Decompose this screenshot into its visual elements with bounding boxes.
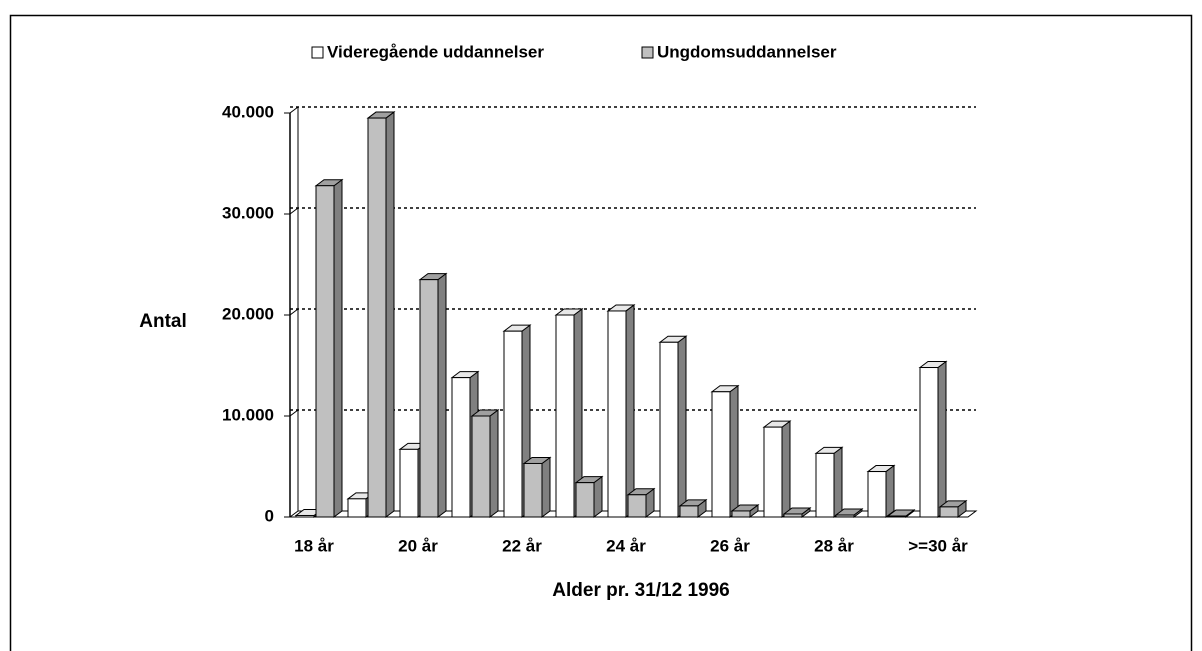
y-tick-label: 40.000 bbox=[222, 102, 274, 121]
bar-side bbox=[437, 272, 447, 518]
bar bbox=[574, 475, 604, 518]
bar-front bbox=[783, 513, 803, 518]
bar-front bbox=[763, 426, 783, 518]
legend-swatch bbox=[641, 46, 654, 59]
bar-front bbox=[399, 448, 419, 518]
bar-front bbox=[939, 506, 959, 518]
depth-line bbox=[289, 308, 299, 316]
y-axis-title: Antal bbox=[139, 311, 187, 332]
x-tick-label: 18 år bbox=[294, 536, 334, 555]
bar-front bbox=[523, 462, 543, 518]
bar-front bbox=[867, 471, 887, 518]
depth-line bbox=[289, 409, 299, 417]
x-axis-title: Alder pr. 31/12 1996 bbox=[552, 580, 729, 601]
bar bbox=[762, 420, 792, 518]
bar-front bbox=[627, 494, 647, 518]
bar-front bbox=[815, 452, 835, 518]
bar-side bbox=[593, 475, 603, 518]
bar bbox=[658, 335, 688, 518]
bar bbox=[834, 507, 864, 518]
bar bbox=[814, 446, 844, 518]
bar-front bbox=[659, 341, 679, 518]
bar bbox=[710, 384, 740, 518]
bar-side bbox=[729, 384, 739, 518]
bar-front bbox=[575, 482, 595, 518]
x-tick-label: 26 år bbox=[710, 536, 750, 555]
bar bbox=[678, 498, 708, 518]
bar-front bbox=[555, 314, 575, 518]
bar bbox=[314, 178, 344, 518]
bar bbox=[918, 360, 948, 518]
y-tick-label: 10.000 bbox=[222, 405, 274, 424]
bar-front bbox=[315, 185, 335, 518]
y-tick-label: 30.000 bbox=[222, 203, 274, 222]
bar-front bbox=[607, 310, 627, 518]
y-tick-label: 0 bbox=[265, 506, 274, 525]
bar-front bbox=[887, 515, 907, 518]
bar bbox=[418, 272, 448, 518]
bar bbox=[606, 303, 636, 518]
bar-side bbox=[781, 420, 791, 518]
bar-side bbox=[385, 111, 395, 518]
bar-front bbox=[503, 330, 523, 518]
bar bbox=[366, 111, 396, 518]
bar-side bbox=[937, 360, 947, 518]
legend-label: Videregående uddannelser bbox=[327, 42, 544, 61]
x-tick-label: 20 år bbox=[398, 536, 438, 555]
depth-line bbox=[289, 207, 299, 215]
depth-line bbox=[289, 106, 299, 114]
bar bbox=[938, 499, 968, 518]
bar-side bbox=[489, 409, 499, 518]
bar bbox=[554, 308, 584, 518]
bar-front bbox=[347, 498, 367, 518]
bar-front bbox=[731, 510, 751, 518]
bar-side bbox=[885, 464, 895, 518]
legend-swatch bbox=[311, 46, 324, 59]
bar-side bbox=[541, 456, 551, 518]
bar-side bbox=[333, 178, 343, 518]
y-tick-label: 20.000 bbox=[222, 304, 274, 323]
bar bbox=[730, 503, 760, 518]
bar bbox=[782, 506, 812, 518]
bar-front bbox=[419, 279, 439, 518]
bar-front bbox=[367, 117, 387, 518]
bar-front bbox=[471, 415, 491, 518]
bar-front bbox=[835, 514, 855, 518]
bar bbox=[522, 456, 552, 518]
x-tick-label: 22 år bbox=[502, 536, 542, 555]
x-tick-label: >=30 år bbox=[908, 536, 968, 555]
bar-front bbox=[295, 514, 315, 518]
bar-side bbox=[625, 303, 635, 518]
bar-front bbox=[679, 505, 699, 518]
bar-front bbox=[711, 391, 731, 518]
x-tick-label: 24 år bbox=[606, 536, 646, 555]
bar-side bbox=[833, 446, 843, 518]
bar-front bbox=[451, 377, 471, 518]
bar bbox=[886, 508, 916, 518]
x-tick-label: 28 år bbox=[814, 536, 854, 555]
bar bbox=[626, 487, 656, 518]
bar bbox=[866, 464, 896, 518]
legend-label: Ungdomsuddannelser bbox=[657, 42, 837, 61]
bar-side bbox=[677, 335, 687, 518]
bar-front bbox=[919, 367, 939, 518]
frame bbox=[9, 14, 1193, 651]
bar bbox=[470, 409, 500, 518]
